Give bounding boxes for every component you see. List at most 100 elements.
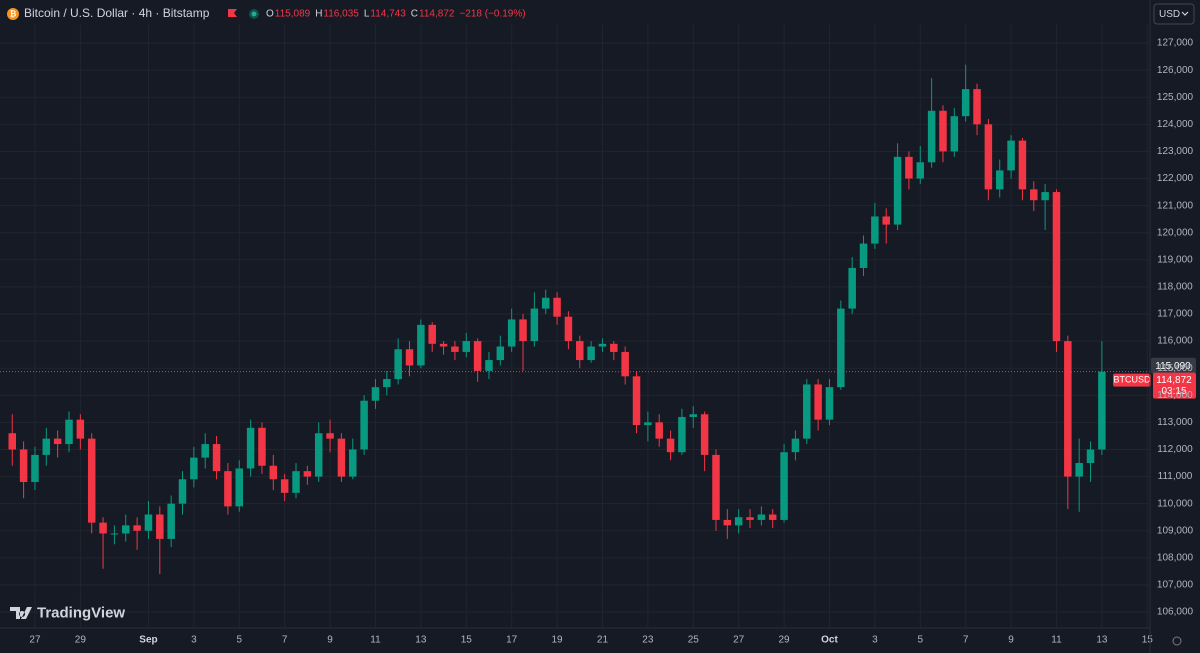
y-tick-label: 109,000 (1157, 525, 1194, 536)
x-tick-label: 25 (688, 635, 700, 646)
legend-value: 114,872 (419, 9, 455, 20)
candle-body (1075, 463, 1083, 477)
candle-body (1086, 449, 1095, 464)
y-tick-label: 119,000 (1157, 254, 1193, 265)
candle-body (939, 110, 947, 152)
x-tick-label: 29 (779, 635, 791, 646)
candle-body (689, 414, 698, 417)
candle-body (519, 319, 527, 342)
x-tick-label: 7 (282, 635, 288, 646)
candle-body (53, 438, 62, 445)
candle-body (394, 349, 402, 380)
candle-body (610, 343, 618, 352)
candle-body (576, 341, 584, 361)
candle-body (984, 124, 993, 190)
candle-body (473, 341, 482, 371)
x-tick-label: 11 (1051, 635, 1062, 646)
candle-body (337, 438, 346, 477)
candle-body (564, 316, 573, 342)
candle-body (666, 438, 675, 453)
currency-button[interactable] (1153, 3, 1195, 25)
y-tick-label: 120,000 (1157, 227, 1194, 238)
legend-key: L (364, 9, 370, 20)
candle-body (65, 419, 73, 445)
candle-body (530, 308, 539, 342)
crosshair-price-label: 115,090 (1155, 361, 1191, 372)
x-tick-label: 7 (963, 635, 969, 646)
y-tick-label: 113,000 (1157, 417, 1193, 428)
x-tick-label: 17 (506, 635, 518, 646)
x-tick-label: 13 (415, 635, 427, 646)
x-tick-label: 13 (1096, 635, 1108, 646)
candle-body (371, 387, 380, 401)
candle-body (893, 156, 902, 225)
candle-body (541, 297, 550, 309)
candle-body (644, 422, 652, 426)
y-tick-label: 107,000 (1157, 580, 1194, 591)
candle-body (167, 503, 175, 539)
legend-value: 116,035 (323, 9, 359, 20)
x-tick-label: 15 (1142, 635, 1154, 646)
candle-body (258, 427, 266, 466)
candle-body (848, 267, 856, 309)
candle-body (405, 349, 414, 366)
y-tick-label: 116,000 (1157, 336, 1193, 347)
candle-body (780, 452, 788, 520)
x-tick-label: 9 (1008, 635, 1014, 646)
candle-body (825, 387, 834, 420)
x-tick-label: 3 (191, 635, 197, 646)
settings-icon[interactable] (1172, 636, 1182, 646)
candle-body (1007, 140, 1015, 171)
x-tick-label: 3 (872, 635, 878, 646)
candle-body (791, 438, 800, 453)
legend-key: C (411, 9, 418, 20)
candle-body (439, 343, 448, 347)
y-tick-label: 114,000 (1157, 390, 1193, 401)
y-tick-label: 111,000 (1158, 471, 1193, 482)
legend-value: 114,743 (370, 9, 406, 20)
x-tick-label: Sep (139, 635, 157, 646)
candle-body (496, 346, 505, 361)
currency-label: USD (1159, 9, 1180, 20)
x-tick-label: 21 (597, 635, 609, 646)
y-tick-label: 127,000 (1157, 38, 1194, 49)
candle-body (553, 297, 561, 317)
candle-body (746, 517, 754, 520)
candle-body (621, 351, 629, 377)
candle-body (269, 465, 278, 480)
candle-body (451, 346, 459, 352)
candle-body (905, 156, 913, 179)
dropdown-arrow (1181, 11, 1189, 16)
last-price-box (1153, 372, 1196, 399)
candle-body (507, 319, 516, 347)
candle-body (156, 514, 164, 539)
flag-icon[interactable] (228, 9, 237, 17)
candle-body (462, 341, 471, 352)
candle-body (303, 471, 312, 477)
y-tick-label: 126,000 (1157, 65, 1194, 76)
last-price-label: 114,872 (1156, 375, 1192, 386)
candle-body (927, 110, 936, 163)
candle-body (655, 422, 663, 439)
x-tick-label: 5 (917, 635, 923, 646)
y-tick-label: 124,000 (1157, 119, 1194, 130)
x-tick-label: Oct (821, 635, 838, 646)
x-tick-label: 11 (370, 635, 381, 646)
candle-body (882, 216, 890, 225)
candle-body (8, 433, 17, 450)
candle-body (417, 324, 425, 366)
legend-key: O (266, 9, 274, 20)
candle-body (995, 170, 1004, 190)
candle-body (973, 89, 981, 125)
x-tick-label: 23 (642, 635, 654, 646)
legend-key: H (315, 9, 322, 20)
y-tick-label: 118,000 (1157, 282, 1193, 293)
y-tick-label: 117,000 (1157, 309, 1193, 320)
candle-body (1018, 140, 1027, 190)
y-tick-label: 112,000 (1157, 444, 1193, 455)
candle-body (837, 308, 845, 388)
x-tick-label: 27 (29, 635, 41, 646)
crosshair-price-box (1151, 357, 1196, 374)
candle-body (201, 444, 209, 458)
